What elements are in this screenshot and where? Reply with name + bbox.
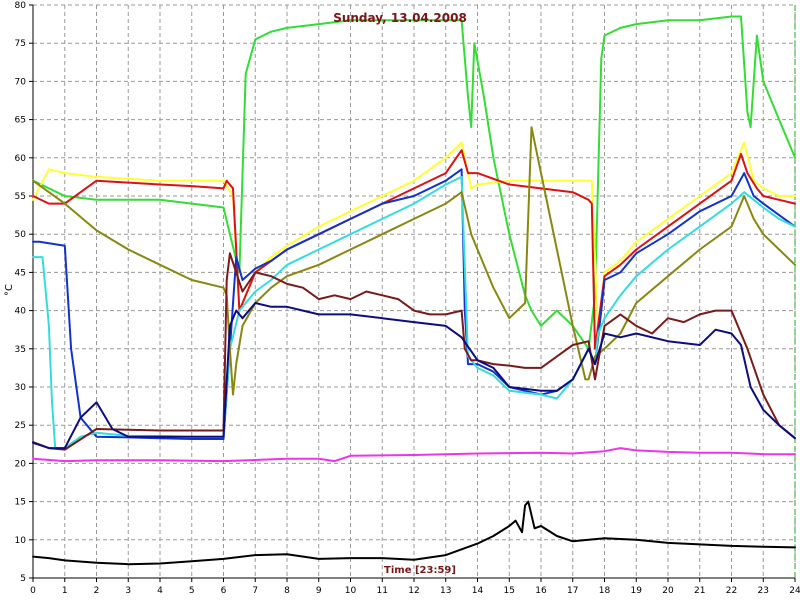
y-tick-label: 20 [15, 459, 27, 469]
y-tick-label: 5 [20, 574, 26, 584]
y-tick-label: 45 [15, 268, 26, 278]
series-line-1 [32, 15, 796, 350]
x-tick-label: 7 [252, 586, 258, 596]
y-tick-label: 35 [15, 345, 26, 355]
x-tick-label: 21 [694, 586, 705, 596]
x-tick-label: 2 [94, 586, 100, 596]
y-tick-label: 65 [15, 116, 26, 126]
x-tick-label: 9 [316, 586, 322, 596]
x-tick-label: 15 [504, 586, 515, 596]
x-tick-label: 23 [758, 586, 769, 596]
series-line-3 [32, 149, 796, 350]
x-axis-label: Time [23:59] [384, 565, 456, 576]
x-tick-label: 24 [789, 586, 800, 596]
y-tick-label: 15 [15, 498, 26, 508]
y-tick-label: 60 [15, 154, 27, 164]
x-tick-label: 19 [631, 586, 643, 596]
series-line-2 [32, 141, 796, 335]
y-tick-label: 30 [15, 383, 27, 393]
x-tick-label: 3 [125, 586, 131, 596]
x-tick-label: 0 [30, 586, 36, 596]
y-tick-label: 80 [15, 1, 27, 11]
axes [29, 4, 796, 582]
y-tick-label: 70 [15, 77, 27, 87]
x-tick-label: 6 [221, 586, 227, 596]
series-line-9 [32, 447, 796, 463]
x-tick-label: 12 [408, 586, 419, 596]
series-line-6 [32, 126, 796, 396]
x-tick-label: 22 [726, 586, 737, 596]
series-line-7 [32, 252, 796, 451]
x-tick-label: 10 [345, 586, 357, 596]
series-lines [32, 15, 796, 566]
series-line-8 [32, 302, 796, 450]
y-tick-label: 50 [15, 230, 27, 240]
y-axis-label: °C [4, 284, 15, 296]
y-tick-label: 75 [15, 39, 26, 49]
x-tick-label: 1 [62, 586, 68, 596]
x-tick-label: 4 [157, 586, 163, 596]
x-tick-label: 16 [535, 586, 547, 596]
y-tick-label: 40 [15, 307, 27, 317]
series-line-5 [32, 175, 796, 450]
y-tick-label: 55 [15, 192, 26, 202]
y-tick-label: 25 [15, 421, 26, 431]
y-tick-labels: 5 10 15 20 25 30 35 40 45 50 55 60 65 70 75 80 [15, 1, 27, 584]
x-tick-labels: 0 1 2 3 4 5 6 7 8 9 10 11 12 13 14 15 16 17 18 19 20 21 22 23 24 [30, 586, 800, 596]
x-tick-label: 17 [567, 586, 578, 596]
x-tick-label: 8 [284, 586, 290, 596]
x-tick-label: 5 [189, 586, 195, 596]
y-tick-label: 10 [15, 536, 27, 546]
chart-title: Sunday, 13.04.2008 [333, 11, 467, 25]
x-tick-label: 14 [472, 586, 484, 596]
series-line-10 [32, 500, 796, 566]
x-tick-label: 11 [377, 586, 388, 596]
x-tick-label: 20 [662, 586, 674, 596]
x-tick-label: 18 [599, 586, 611, 596]
x-tick-label: 13 [440, 586, 451, 596]
